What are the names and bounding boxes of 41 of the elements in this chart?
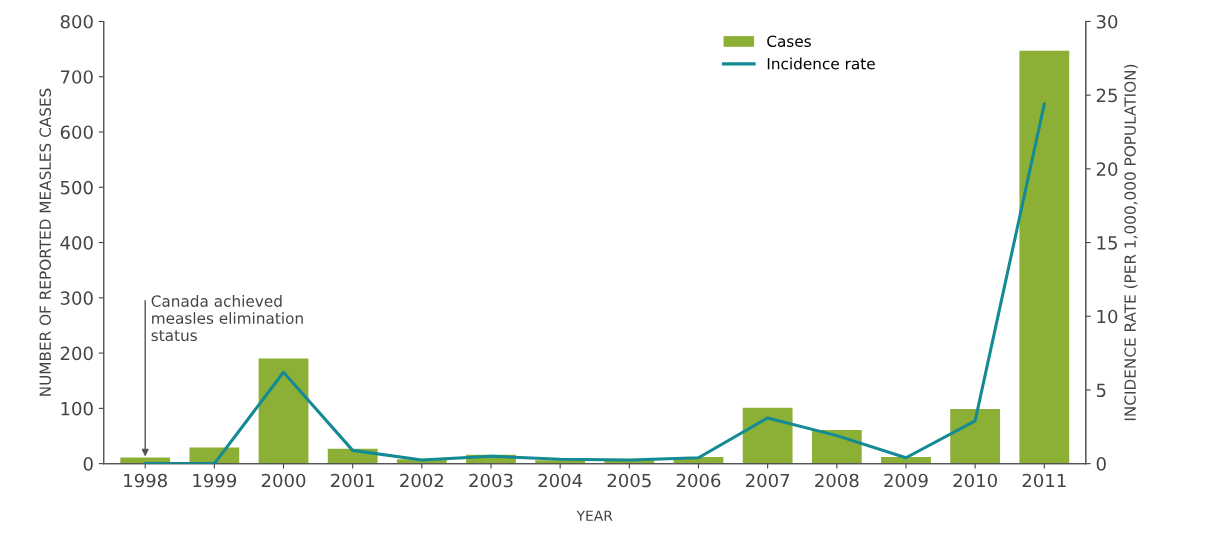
y-tick-label: 100 [61,401,93,416]
y2-tick-label: 15 [1097,236,1117,250]
x-tick-label: 2009 [884,473,928,488]
x-tick-label: 2000 [261,473,306,488]
legend-label: Incidence rate [767,57,875,70]
y2-tick-label: 30 [1096,14,1118,29]
y-tick-label: 400 [60,236,93,250]
y-tick-label: 200 [60,346,93,361]
y2-tick-label: 10 [1097,309,1118,324]
line-series [143,102,1046,464]
y-tick-label: 0 [83,457,93,471]
y2-tick-label: 25 [1096,88,1117,103]
x-tick-label: 2010 [953,473,997,488]
bar [1019,50,1070,464]
x-tick-label: 2006 [676,473,721,488]
x-tick-label: 2004 [538,473,583,488]
x-tick-label: 1999 [193,473,237,488]
x-tick-label: 2003 [469,473,513,488]
y-tick-label: 600 [60,125,93,140]
legend-label: Cases [767,35,811,48]
y-tick-label: 300 [60,291,93,305]
bar [950,408,1001,464]
y-tick-label: 500 [60,180,93,195]
annotation: Canada achieved measles elimination status [151,295,303,342]
y-tick-label: 700 [61,70,93,84]
x-tick-label: 2007 [746,473,790,488]
bar [258,358,309,464]
x-tick-label: 1998 [124,473,167,488]
x-tick-label: 2011 [1022,473,1066,488]
y2-tick-label: 0 [1096,457,1106,471]
y2-axis-title: INCIDENCE RATE (PER 1,000,000 POPULATION) [1124,64,1138,421]
x-tick-label: 2008 [815,473,859,488]
bar [742,407,793,464]
x-tick-label: 2001 [331,473,374,488]
x-axis-title: YEAR [576,510,613,521]
y2-tick-label: 5 [1096,383,1106,398]
y2-tick-label: 20 [1096,162,1118,176]
y-tick-label: 800 [60,14,93,29]
x-tick-label: 2005 [607,473,651,488]
x-tick-label: 2002 [400,473,444,488]
y-axis-title: NUMBER OF REPORTED MEASLES CASES [39,88,51,396]
